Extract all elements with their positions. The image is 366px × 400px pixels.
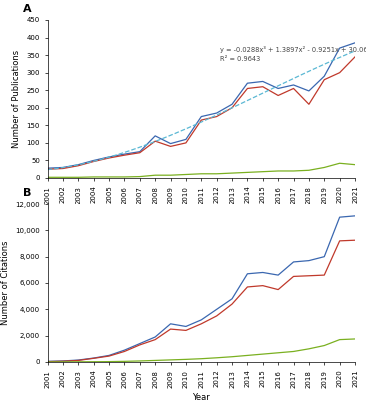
Text: B: B: [23, 188, 31, 198]
Y-axis label: Number of Citations: Number of Citations: [1, 241, 10, 325]
Legend: Paper, Article, Review, Predication Curve: Paper, Article, Review, Predication Curv…: [94, 242, 309, 251]
Y-axis label: Number of Publications: Number of Publications: [12, 50, 21, 148]
X-axis label: Year: Year: [193, 209, 210, 218]
X-axis label: Year: Year: [193, 393, 210, 400]
Text: y = -0.0288x³ + 1.3897x² - 0.9251x + 30.061: y = -0.0288x³ + 1.3897x² - 0.9251x + 30.…: [220, 46, 366, 53]
Text: A: A: [23, 4, 31, 14]
Text: R² = 0.9643: R² = 0.9643: [220, 56, 260, 62]
